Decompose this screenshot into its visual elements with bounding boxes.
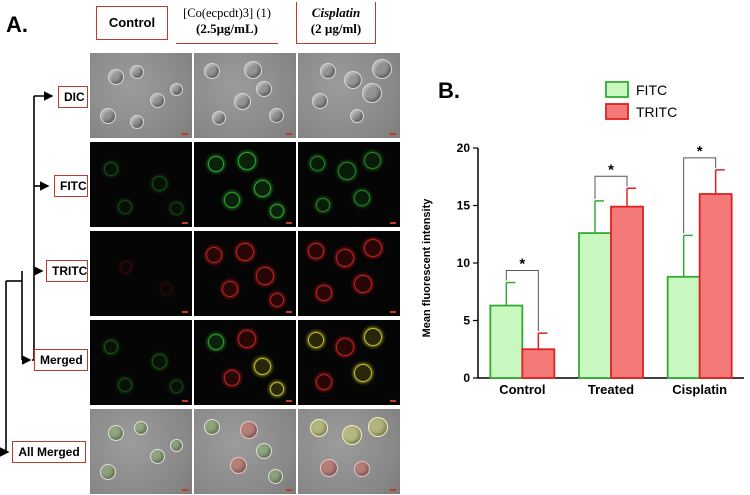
panel-b-label: B. (438, 78, 460, 103)
column-header-cisplatin-name: Cisplatin (311, 5, 361, 20)
bar-fitc (666, 275, 701, 379)
micrograph-all-merged-complex (194, 409, 296, 494)
micrograph-all-merged-cisplatin (298, 409, 400, 494)
panel-a-label: A. (6, 12, 28, 37)
significance-bracket (505, 270, 539, 332)
chart-legend: FITC TRITC (605, 81, 677, 120)
bar-tritc (698, 193, 733, 379)
column-header-cisplatin: Cisplatin (2 µg/ml) (296, 2, 376, 44)
bar-fitc (489, 304, 524, 379)
significance-bracket (594, 175, 628, 199)
micrograph-dic-complex (194, 53, 296, 138)
significance-star: * (608, 161, 614, 178)
y-tick-label: 15 (457, 199, 471, 213)
row-label-merged: Merged (34, 349, 88, 371)
significance-markers: * * * (505, 143, 717, 332)
micrograph-merged-cisplatin (298, 320, 400, 405)
legend-label-fitc: FITC (636, 82, 667, 98)
column-header-complex-name: [Co(ecpcdt)3] (1) (183, 6, 271, 20)
row-label-all-merged: All Merged (12, 441, 86, 463)
micrograph-all-merged-control (90, 409, 192, 494)
row-connector-lines (0, 91, 54, 457)
column-header-complex-dose: (2.5µg/mL) (195, 21, 258, 36)
y-tick-label: 20 (457, 141, 471, 155)
y-tick-label: 10 (457, 256, 471, 270)
bar-chart: FITC TRITC Mean fluorescent intensity 0 5 1… (421, 81, 744, 397)
row-label-dic: DIC (58, 86, 88, 108)
significance-star: * (697, 143, 703, 160)
row-label-tritc: TRITC (46, 260, 88, 282)
micrograph-dic-control (90, 53, 192, 138)
y-tick-label: 0 (463, 371, 470, 385)
micrograph-tritc-cisplatin (298, 231, 400, 316)
chart-bars (489, 169, 733, 379)
micrograph-dic-cisplatin (298, 53, 400, 138)
x-tick-label: Cisplatin (672, 382, 727, 397)
column-header-control: Control (96, 6, 168, 40)
chart-axes: 0 5 10 15 20 Control Treated Cisplatin (457, 141, 744, 397)
micrograph-fitc-control (90, 142, 192, 227)
bar-tritc (610, 205, 644, 379)
micrograph-fitc-cisplatin (298, 142, 400, 227)
row-label-fitc: FITC (54, 175, 88, 197)
micrograph-merged-complex (194, 320, 296, 405)
column-header-control-text: Control (108, 15, 156, 30)
bar-fitc (578, 232, 612, 379)
legend-label-tritc: TRITC (636, 104, 677, 120)
column-header-cisplatin-dose: (2 µg/ml) (310, 21, 362, 36)
micrograph-merged-control (90, 320, 192, 405)
x-tick-label: Control (499, 382, 545, 397)
legend-swatch-tritc (605, 103, 629, 120)
bar-tritc (521, 348, 556, 379)
y-tick-label: 5 (463, 314, 470, 328)
y-axis-label: Mean fluorescent intensity (421, 198, 433, 338)
micrograph-tritc-control (90, 231, 192, 316)
significance-star: * (519, 256, 525, 273)
x-tick-label: Treated (588, 382, 634, 397)
significance-bracket (683, 157, 717, 234)
micrograph-tritc-complex (194, 231, 296, 316)
column-header-complex: [Co(ecpcdt)3] (1) (2.5µg/mL) (176, 2, 278, 44)
micrograph-fitc-complex (194, 142, 296, 227)
legend-swatch-fitc (605, 81, 629, 98)
